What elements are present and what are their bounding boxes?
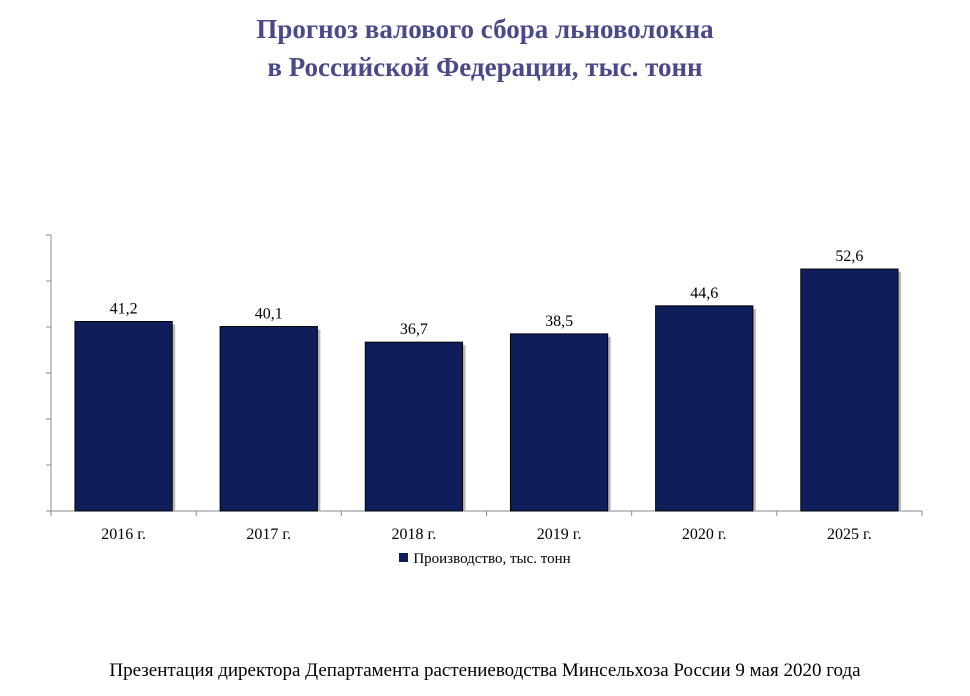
bar <box>800 268 899 512</box>
bar <box>364 341 464 512</box>
x-tick-label: 2020 г. <box>682 526 727 543</box>
bar <box>509 333 609 512</box>
data-label: 41,2 <box>110 300 138 317</box>
data-label: 36,7 <box>400 321 428 338</box>
bar <box>74 320 173 512</box>
data-label: 38,5 <box>545 313 573 330</box>
data-label: 52,6 <box>835 248 863 265</box>
legend-swatch <box>399 553 409 562</box>
chart-title-line1: Прогноз валового сбора льноволокна <box>256 14 714 44</box>
chart-title-line2: в Российской Федерации, тыс. тонн <box>267 52 703 82</box>
footer-caption: Презентация директора Департамента расте… <box>109 660 861 681</box>
data-label: 40,1 <box>255 306 283 323</box>
bar-chart: 41,2 2016 г. 40,1 2017 г. 36,7 2018 г. 38,5 201… <box>46 234 923 543</box>
x-tick-label: 2017 г. <box>246 526 291 543</box>
x-tick-label: 2016 г. <box>101 526 146 543</box>
legend: Производство, тыс. тонн <box>0 551 970 568</box>
bar <box>219 326 318 512</box>
x-tick-label: 2025 г. <box>827 526 872 543</box>
data-label: 44,6 <box>690 285 718 302</box>
legend-label: Производство, тыс. тонн <box>413 551 571 567</box>
chart-title: Прогноз валового сбора льноволокна в Рос… <box>0 10 970 86</box>
bar <box>655 305 754 512</box>
x-tick-label: 2019 г. <box>537 526 582 543</box>
x-tick-label: 2018 г. <box>392 526 437 543</box>
